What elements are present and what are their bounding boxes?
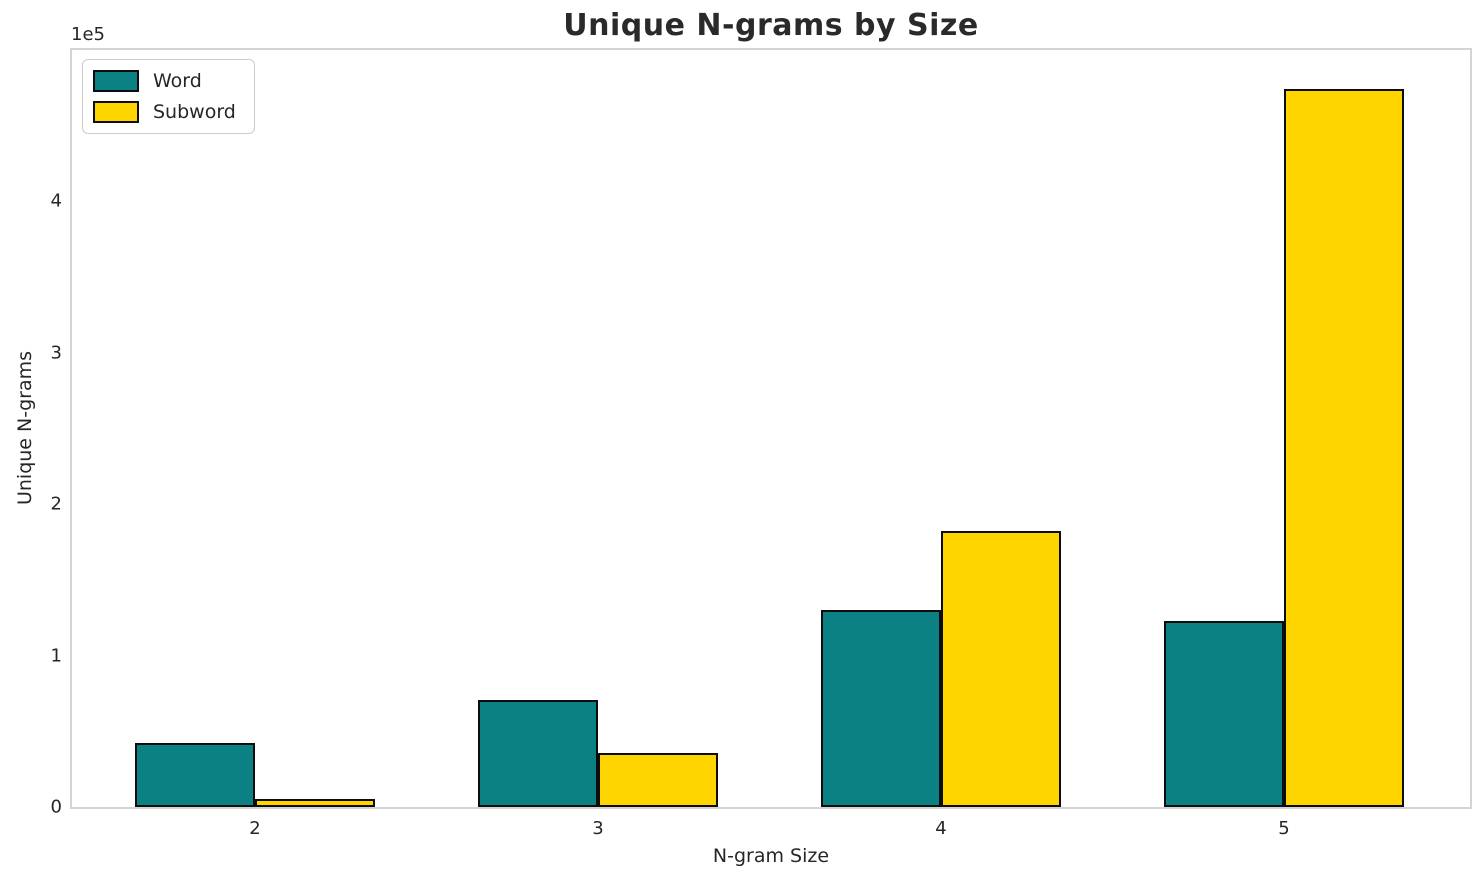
x-tick-5: 5 [1278, 818, 1290, 839]
x-tick-2: 2 [249, 818, 261, 839]
y-tick-3: 3 [50, 342, 62, 364]
bar-subword-4 [940, 531, 1061, 807]
legend: Word Subword [82, 59, 255, 134]
legend-swatch-word [93, 70, 139, 92]
x-tick-3: 3 [592, 818, 604, 839]
bar-subword-2 [254, 799, 375, 807]
x-tick-4: 4 [935, 818, 947, 839]
chart-title: Unique N-grams by Size [563, 8, 979, 43]
bar-word-3 [477, 699, 598, 807]
y-tick-4: 4 [50, 190, 62, 212]
legend-label: Word [153, 70, 202, 92]
y-axis-label: Unique N-grams [14, 350, 36, 506]
bar-word-2 [134, 743, 255, 807]
legend-label: Subword [153, 101, 236, 123]
bar-subword-5 [1283, 89, 1404, 807]
x-axis-label: N-gram Size [712, 845, 830, 867]
bar-subword-3 [597, 753, 718, 807]
y-tick-1: 1 [50, 645, 62, 667]
legend-item-word: Word [93, 70, 236, 92]
y-axis-offset-text: 1e5 [71, 24, 105, 45]
bar-word-5 [1163, 620, 1284, 807]
legend-swatch-subword [93, 101, 139, 123]
y-tick-0: 0 [50, 796, 62, 818]
y-tick-2: 2 [50, 493, 62, 515]
legend-item-subword: Subword [93, 101, 236, 123]
bar-word-4 [820, 610, 941, 807]
